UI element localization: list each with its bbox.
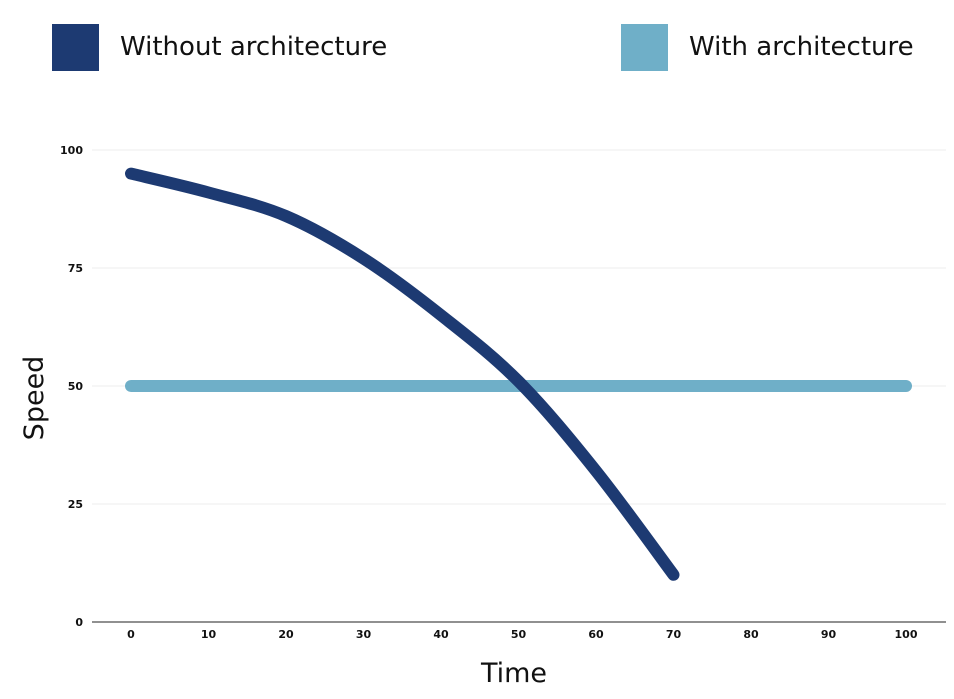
series-line-without-architecture	[125, 167, 680, 581]
legend-item-without-architecture: Without architecture	[52, 23, 387, 71]
x-tick-label-10: 10	[201, 628, 217, 641]
x-axis-title: Time	[480, 658, 547, 689]
y-axis-title: Speed	[19, 356, 50, 441]
legend-label-without-architecture: Without architecture	[120, 32, 388, 62]
x-tick-label-30: 30	[356, 628, 372, 641]
legend: Without architecture With architecture	[0, 0, 954, 80]
y-tick-label-0: 0	[75, 616, 83, 629]
grid-lines	[92, 149, 946, 505]
series-lines	[125, 167, 912, 581]
legend-item-with-architecture: With architecture	[621, 23, 914, 71]
x-tick-label-50: 50	[511, 628, 527, 641]
x-tick-label-80: 80	[743, 628, 759, 641]
axes: 0 25 50 75 100 0 10 20 30 40 50 60 70 80 90 100	[60, 144, 946, 641]
x-tick-label-0: 0	[127, 628, 135, 641]
x-tick-label-90: 90	[821, 628, 837, 641]
y-tick-label-75: 75	[68, 262, 83, 275]
legend-swatch-without-architecture	[52, 23, 99, 71]
x-tick-label-70: 70	[666, 628, 682, 641]
y-tick-label-50: 50	[68, 380, 84, 393]
x-tick-label-20: 20	[278, 628, 294, 641]
legend-label-with-architecture: With architecture	[689, 32, 914, 62]
legend-swatch-with-architecture	[621, 23, 668, 71]
y-tick-label-25: 25	[68, 498, 83, 511]
x-tick-label-60: 60	[588, 628, 604, 641]
x-tick-label-100: 100	[895, 628, 918, 641]
x-tick-label-40: 40	[433, 628, 449, 641]
y-tick-label-100: 100	[60, 144, 83, 157]
